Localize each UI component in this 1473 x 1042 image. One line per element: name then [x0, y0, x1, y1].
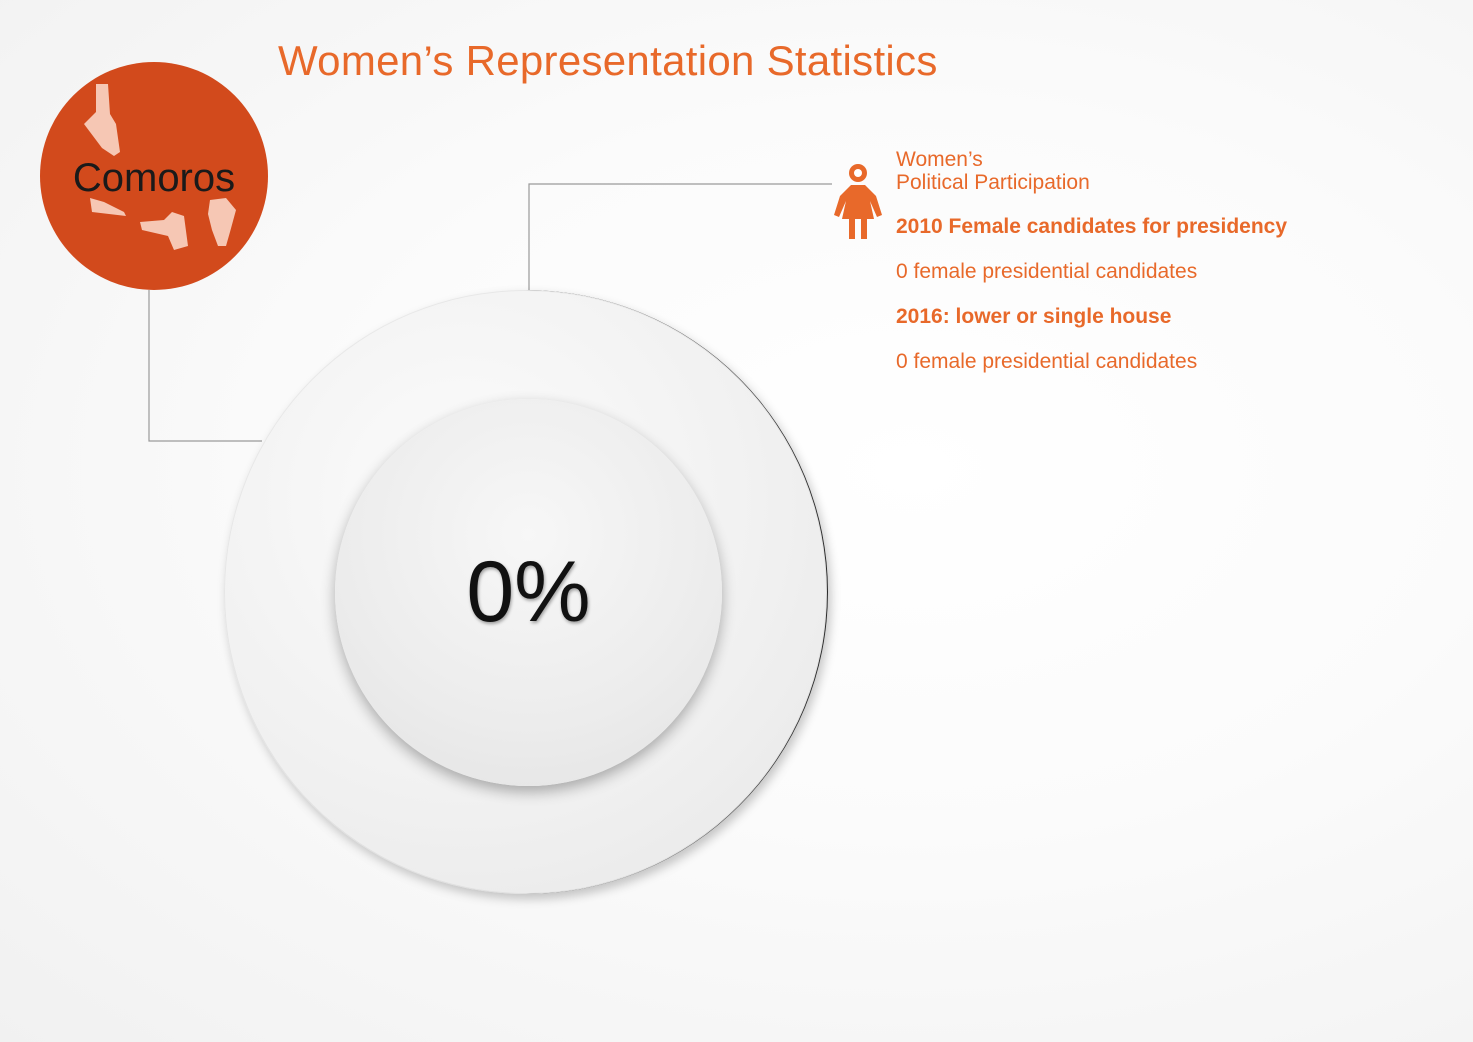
info-heading-line1: Women’s	[896, 148, 983, 171]
country-map-icon	[84, 84, 236, 250]
info-panel: Women’s Political Participation 2010 Fem…	[896, 148, 1287, 373]
country-connector-line	[148, 290, 262, 442]
info-heading-line2: Political Participation	[896, 171, 1090, 194]
section-2010-value: 0 female presidential candidates	[896, 260, 1198, 283]
country-name: Comoros	[72, 156, 236, 200]
inner-disc: 0%	[335, 399, 722, 786]
percent-value: 0%	[466, 544, 591, 640]
woman-icon	[834, 164, 882, 239]
page-title: Women’s Representation Statistics	[278, 37, 938, 84]
section-2010-title: 2010 Female candidates for presidency	[896, 215, 1288, 238]
section-2016-title: 2016: lower or single house	[896, 305, 1172, 328]
info-connector-line	[528, 183, 832, 290]
section-2016-value: 0 female presidential candidates	[896, 350, 1198, 373]
country-badge: Comoros	[40, 62, 268, 290]
